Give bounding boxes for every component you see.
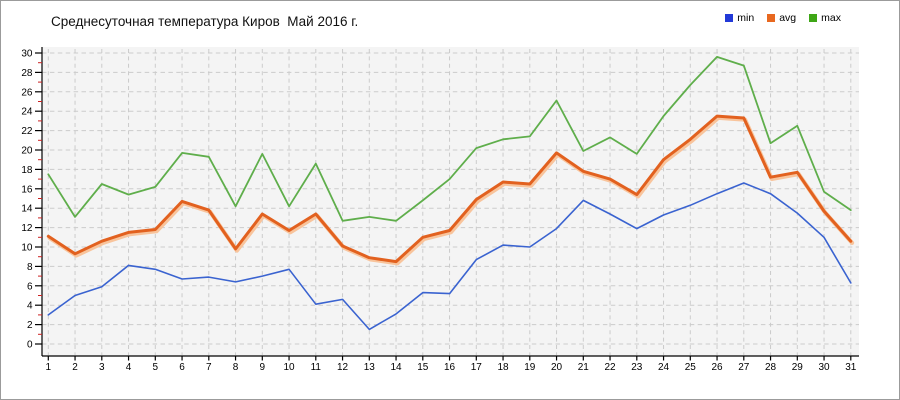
- legend-label-min: min: [737, 12, 755, 24]
- x-tick-label: 1: [46, 362, 52, 373]
- x-tick-label: 5: [153, 362, 159, 373]
- y-tick-label: 30: [21, 49, 33, 60]
- legend-item-avg[interactable]: avg: [767, 12, 796, 24]
- y-tick-label: 28: [21, 68, 33, 79]
- y-tick-label: 26: [21, 87, 33, 98]
- y-tick-label: 14: [21, 204, 33, 215]
- x-tick-label: 8: [233, 362, 239, 373]
- max-line: [47, 56, 852, 222]
- x-tick-label: 13: [364, 362, 376, 373]
- avg-series-swatch-icon: [767, 14, 776, 22]
- x-tick-label: 12: [337, 362, 349, 373]
- plot-background: [42, 47, 859, 356]
- x-tick-label: 30: [818, 362, 830, 373]
- x-tick-label: 21: [578, 362, 590, 373]
- x-tick-label: 3: [99, 362, 105, 373]
- y-tick-label: 22: [21, 126, 33, 137]
- x-tick-label: 2: [72, 362, 78, 373]
- y-tick-label: 2: [27, 320, 33, 331]
- x-tick-label: 20: [551, 362, 563, 373]
- x-tick-label: 23: [631, 362, 643, 373]
- x-tick-label: 19: [524, 362, 536, 373]
- y-tick-label: 18: [21, 165, 33, 176]
- x-tick-label: 14: [390, 362, 402, 373]
- x-tick-label: 4: [126, 362, 132, 373]
- legend-label-avg: avg: [779, 12, 797, 24]
- legend-label-max: max: [821, 12, 841, 24]
- min-series-swatch-icon: [725, 14, 734, 22]
- x-tick-label: 6: [179, 362, 185, 373]
- chart-title: Среднесуточная температура Киров Май 201…: [51, 14, 359, 29]
- x-tick-label: 29: [792, 362, 804, 373]
- legend-item-max[interactable]: max: [809, 12, 841, 24]
- x-tick-label: 25: [685, 362, 697, 373]
- x-tick-label: 28: [765, 362, 777, 373]
- x-tick-label: 11: [311, 362, 322, 373]
- y-tick-label: 24: [21, 107, 33, 118]
- x-tick-label: 26: [711, 362, 723, 373]
- y-tick-label: 10: [21, 243, 33, 254]
- y-tick-label: 6: [27, 281, 33, 292]
- x-tick-label: 7: [206, 362, 212, 373]
- x-tick-label: 10: [283, 362, 295, 373]
- min-line: [47, 182, 852, 331]
- x-tick-label: 27: [738, 362, 750, 373]
- legend-item-min[interactable]: min: [725, 12, 754, 24]
- x-tick-label: 22: [604, 362, 616, 373]
- x-tick-label: 9: [260, 362, 266, 373]
- max-series-swatch-icon: [809, 14, 818, 22]
- x-tick-label: 15: [417, 362, 429, 373]
- avg-line: [46, 114, 853, 264]
- x-tick-label: 31: [845, 362, 857, 373]
- y-tick-label: 8: [27, 262, 33, 273]
- x-tick-label: 16: [444, 362, 456, 373]
- x-tick-label: 24: [658, 362, 670, 373]
- y-tick-label: 20: [21, 146, 33, 157]
- y-tick-label: 0: [27, 340, 33, 351]
- legend: min avg max: [725, 12, 841, 24]
- x-tick-label: 18: [497, 362, 509, 373]
- x-tick-label: 17: [471, 362, 483, 373]
- y-tick-label: 4: [27, 301, 33, 312]
- y-tick-label: 12: [21, 223, 33, 234]
- y-tick-label: 16: [21, 184, 33, 195]
